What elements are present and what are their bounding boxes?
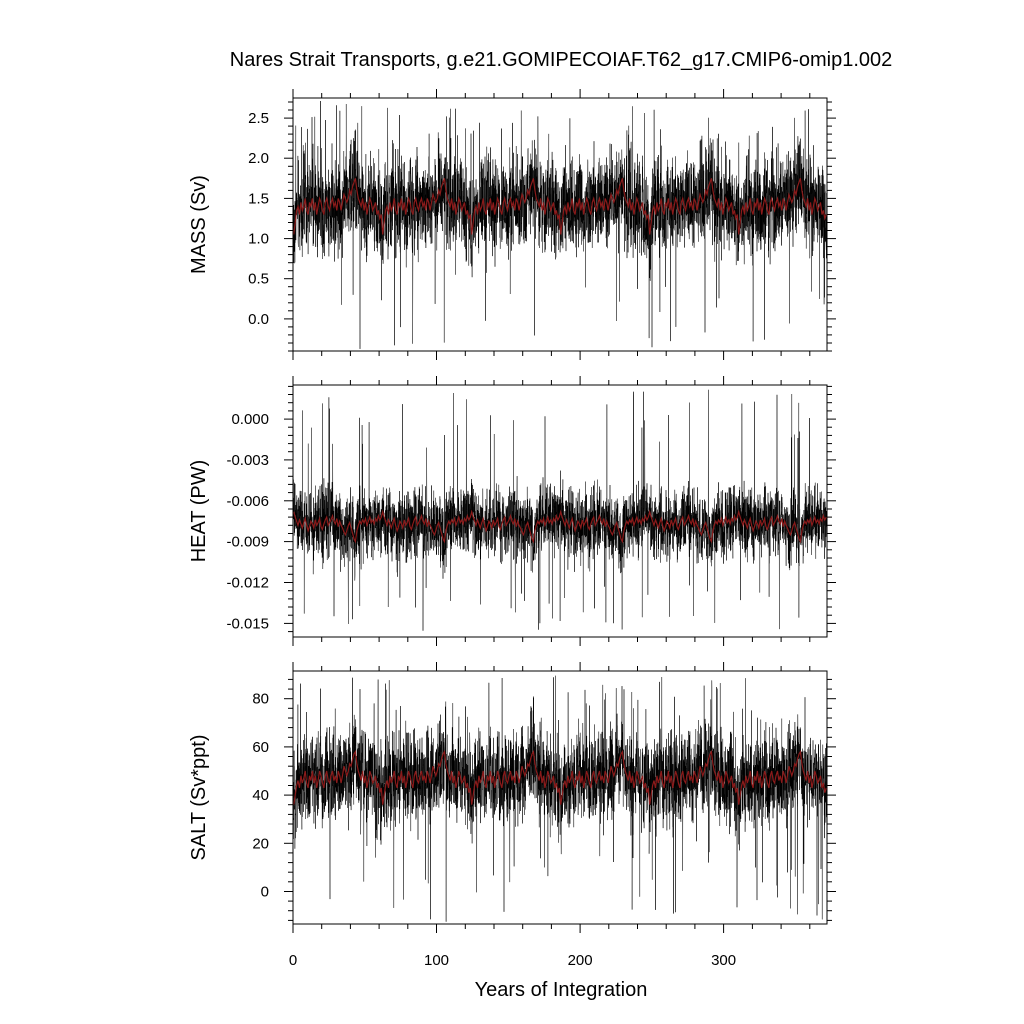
y-tick-label-heat: -0.012 bbox=[226, 575, 269, 592]
y-axis-label-heat: HEAT (PW) bbox=[188, 460, 210, 563]
x-tick-label: 300 bbox=[711, 952, 736, 969]
y-tick-label-heat: 0.000 bbox=[231, 411, 269, 428]
y-tick-label-heat: -0.009 bbox=[226, 534, 269, 551]
y-tick-label-salt: 40 bbox=[252, 787, 269, 804]
panels-layer: 0.0 0.5 1.0 1.5 2.0 2.5 MASS (Sv) 0.000 -0.003 -0… bbox=[188, 89, 836, 969]
annual-mean-series-heat bbox=[293, 509, 827, 544]
y-tick-label-mass: 1.5 bbox=[248, 190, 269, 207]
y-tick-label-heat: -0.006 bbox=[226, 493, 269, 510]
panel-frame-heat bbox=[292, 384, 828, 638]
y-tick-label-mass: 2.5 bbox=[248, 110, 269, 127]
y-tick-label-salt: 80 bbox=[252, 691, 269, 708]
annual-mean-series-mass bbox=[293, 178, 827, 235]
panel-frame-salt bbox=[292, 670, 828, 925]
y-tick-label-salt: 60 bbox=[252, 739, 269, 756]
y-tick-label-mass: 1.0 bbox=[248, 231, 269, 248]
chart-title: Nares Strait Transports, g.e21.GOMIPECOI… bbox=[230, 49, 893, 71]
panel-salt: 0 20 40 60 80 SALT (Sv*ppt) 0 100 200 300 bbox=[188, 662, 836, 969]
x-tick-label: 200 bbox=[568, 952, 593, 969]
panel-frame-mass bbox=[292, 97, 828, 352]
y-axis-label-salt: SALT (Sv*ppt) bbox=[188, 735, 210, 861]
annual-mean-series-salt bbox=[293, 749, 827, 805]
y-tick-label-mass: 0.0 bbox=[248, 311, 269, 328]
panel-heat: 0.000 -0.003 -0.006 -0.009 -0.012 -0.015 HEAT … bbox=[188, 376, 836, 646]
y-tick-label-heat: -0.015 bbox=[226, 615, 269, 632]
y-tick-label-mass: 0.5 bbox=[248, 271, 269, 288]
x-tick-label: 100 bbox=[424, 952, 449, 969]
y-tick-label-mass: 2.0 bbox=[248, 150, 269, 167]
x-tick-label: 0 bbox=[289, 952, 297, 969]
y-tick-label-salt: 0 bbox=[261, 884, 269, 901]
x-axis-label: Years of Integration bbox=[475, 979, 648, 1001]
y-tick-label-heat: -0.003 bbox=[226, 452, 269, 469]
panel-mass: 0.0 0.5 1.0 1.5 2.0 2.5 MASS (Sv) bbox=[188, 89, 836, 360]
monthly-series-heat bbox=[293, 389, 827, 631]
y-axis-label-mass: MASS (Sv) bbox=[188, 175, 210, 274]
y-tick-label-salt: 20 bbox=[252, 835, 269, 852]
